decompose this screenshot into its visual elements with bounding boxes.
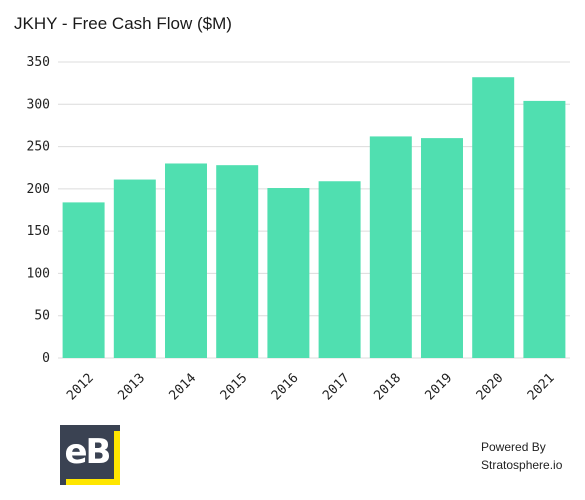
bar-2020 bbox=[472, 77, 515, 359]
x-tick-label: 2020 bbox=[474, 371, 507, 404]
y-axis-ticks: 0 50 100 150 200 250 300 350 bbox=[27, 55, 50, 366]
x-tick-label: 2012 bbox=[64, 371, 97, 404]
bar-2017 bbox=[318, 181, 361, 358]
y-tick-label: 350 bbox=[27, 55, 50, 70]
x-axis-ticks: 2012 2013 2014 2015 2016 2017 2018 2019 2020 2021 bbox=[64, 371, 558, 404]
y-tick-label: 300 bbox=[27, 97, 50, 112]
y-tick-label: 200 bbox=[27, 182, 50, 197]
bar-2013 bbox=[113, 179, 156, 358]
y-tick-label: 0 bbox=[42, 351, 50, 366]
bar-2016 bbox=[267, 188, 310, 358]
logo-text: eB bbox=[64, 432, 112, 472]
chart-title: JKHY - Free Cash Flow ($M) bbox=[14, 14, 232, 33]
bar-2015 bbox=[216, 165, 259, 358]
x-tick-label: 2013 bbox=[115, 371, 148, 404]
logo: eB bbox=[60, 425, 120, 485]
x-tick-label: 2015 bbox=[218, 371, 251, 404]
bar-2019 bbox=[421, 138, 463, 358]
bar-2021 bbox=[523, 100, 566, 358]
x-tick-label: 2016 bbox=[269, 371, 302, 404]
powered-by: Powered By Stratosphere.io bbox=[481, 438, 562, 474]
x-tick-label: 2017 bbox=[320, 371, 353, 404]
powered-by-source: Stratosphere.io bbox=[481, 458, 563, 472]
x-tick-label: 2018 bbox=[371, 371, 404, 404]
y-tick-label: 50 bbox=[34, 309, 50, 324]
bar-2018 bbox=[369, 136, 412, 358]
bars bbox=[62, 77, 566, 359]
x-tick-label: 2021 bbox=[525, 371, 558, 404]
bar-2014 bbox=[165, 163, 207, 358]
bar-2012 bbox=[62, 202, 105, 358]
y-tick-label: 100 bbox=[27, 266, 50, 281]
powered-by-label: Powered By bbox=[481, 440, 546, 454]
y-tick-label: 250 bbox=[27, 140, 50, 155]
x-tick-label: 2014 bbox=[167, 371, 200, 404]
y-tick-label: 150 bbox=[27, 224, 50, 239]
x-tick-label: 2019 bbox=[423, 371, 456, 404]
